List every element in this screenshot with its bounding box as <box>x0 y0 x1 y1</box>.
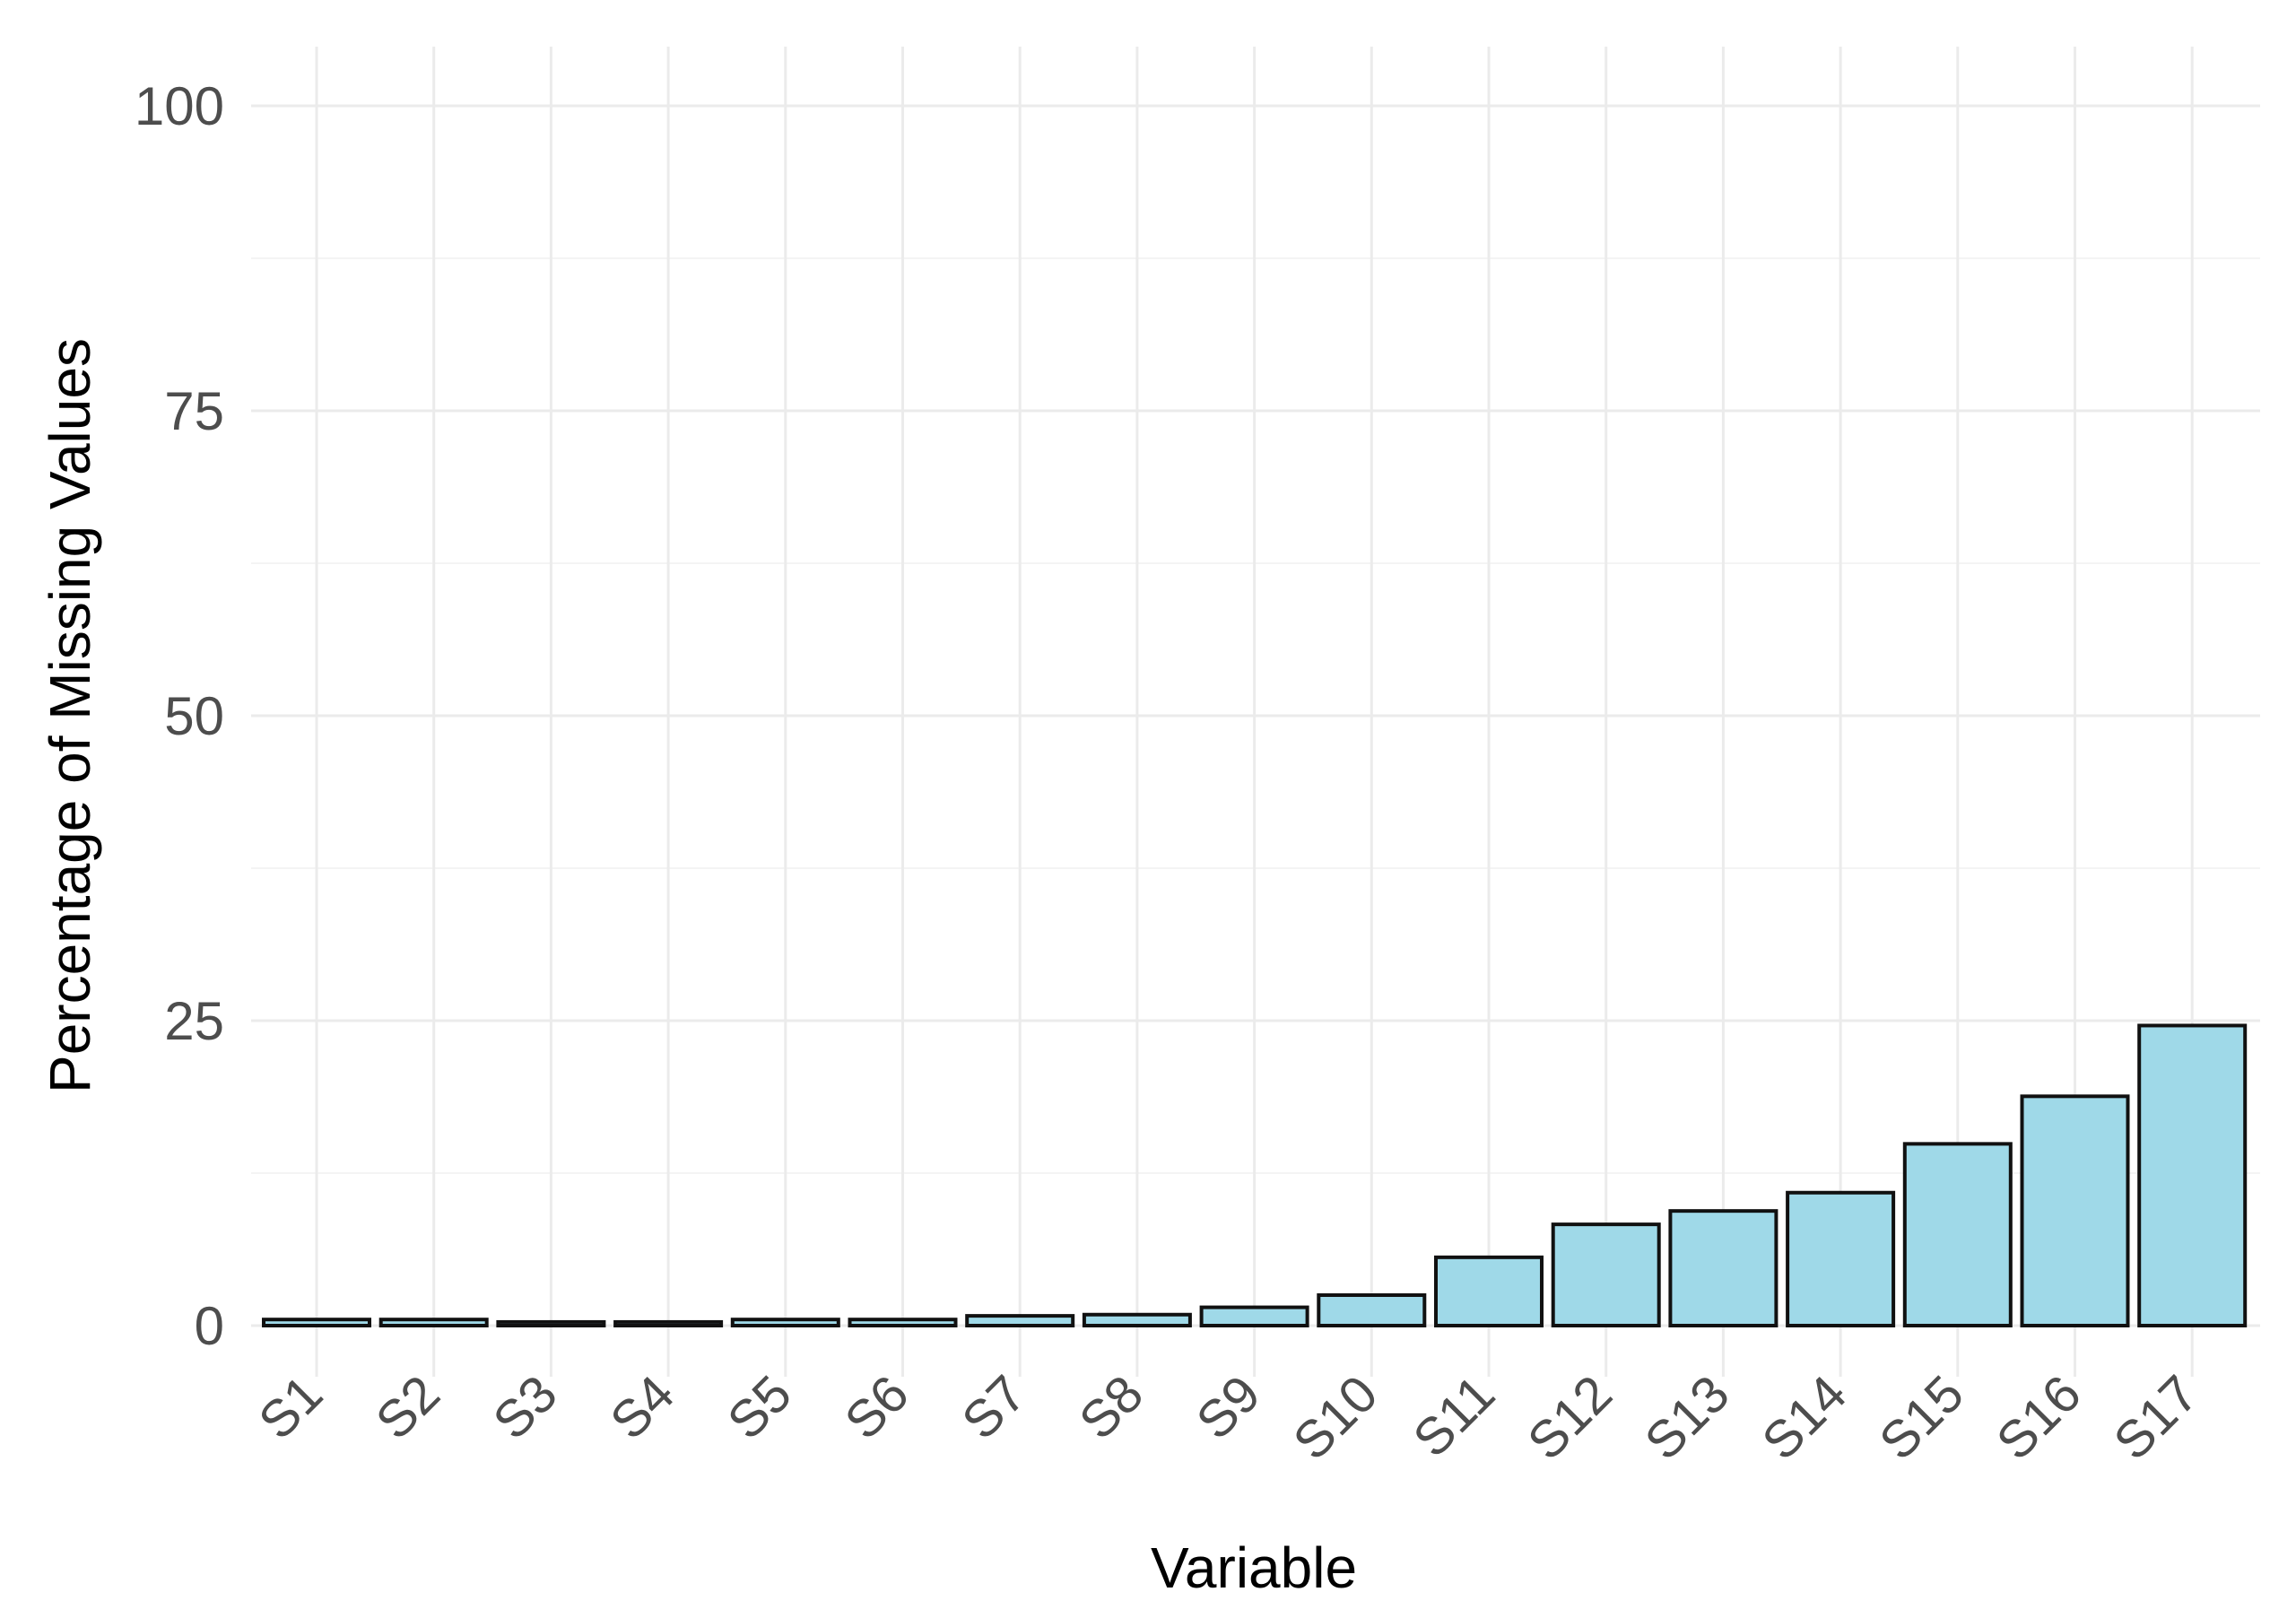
bar-S10 <box>1317 1293 1427 1327</box>
y-tick-label: 50 <box>164 686 224 746</box>
y-tick-label: 100 <box>135 76 224 136</box>
y-tick-label: 0 <box>195 1296 224 1356</box>
y-tick-label: 75 <box>164 381 224 441</box>
bar-S12 <box>1551 1222 1661 1327</box>
bar-S2 <box>378 1318 489 1327</box>
bar-S11 <box>1434 1255 1544 1327</box>
x-tick-label: S2 <box>365 1364 451 1450</box>
grid-lines <box>251 47 2260 1377</box>
x-tick-label: S11 <box>1402 1364 1506 1468</box>
x-tick-labels: S1 S2 S3 S4 S5 S6 S7 S8 S9 S10 S11 S12 S13 S14 S15 S16 S… <box>248 1364 2209 1471</box>
bar-S13 <box>1668 1209 1779 1328</box>
bar-S5 <box>730 1318 840 1327</box>
bar-S6 <box>848 1318 958 1327</box>
x-tick-label: S3 <box>482 1364 568 1450</box>
bar-S16 <box>2020 1094 2130 1327</box>
x-tick-label: S4 <box>599 1364 685 1450</box>
x-tick-label: S6 <box>834 1364 920 1450</box>
bar-S15 <box>1902 1142 2013 1327</box>
x-tick-label: S15 <box>1868 1364 1975 1471</box>
bar-S8 <box>1082 1312 1192 1328</box>
x-tick-label: S12 <box>1517 1364 1623 1471</box>
bar-S4 <box>613 1319 724 1328</box>
y-tick-label: 25 <box>164 991 224 1051</box>
x-tick-label: S1 <box>248 1364 334 1450</box>
x-tick-label: S17 <box>2102 1364 2209 1471</box>
y-axis-title: Percentage of Missing Values <box>38 338 102 1093</box>
bar-S3 <box>496 1319 606 1328</box>
x-tick-label: S7 <box>951 1364 1037 1450</box>
bar-S17 <box>2137 1023 2248 1327</box>
y-tick-labels: 0 25 50 75 100 <box>135 76 224 1356</box>
x-axis-title: Variable <box>1151 1535 1357 1600</box>
bar-S7 <box>965 1314 1075 1327</box>
x-tick-label: S9 <box>1186 1364 1272 1450</box>
x-tick-label: S16 <box>1986 1364 2092 1471</box>
x-tick-label: S14 <box>1751 1364 1857 1471</box>
x-tick-label: S8 <box>1068 1364 1154 1450</box>
bar-S9 <box>1199 1305 1309 1327</box>
x-tick-label: S10 <box>1283 1364 1389 1471</box>
bars <box>262 1023 2248 1328</box>
x-tick-label: S5 <box>717 1364 803 1450</box>
bar-S14 <box>1786 1190 1896 1328</box>
bar-S1 <box>262 1318 371 1327</box>
x-tick-label: S13 <box>1634 1364 1741 1471</box>
